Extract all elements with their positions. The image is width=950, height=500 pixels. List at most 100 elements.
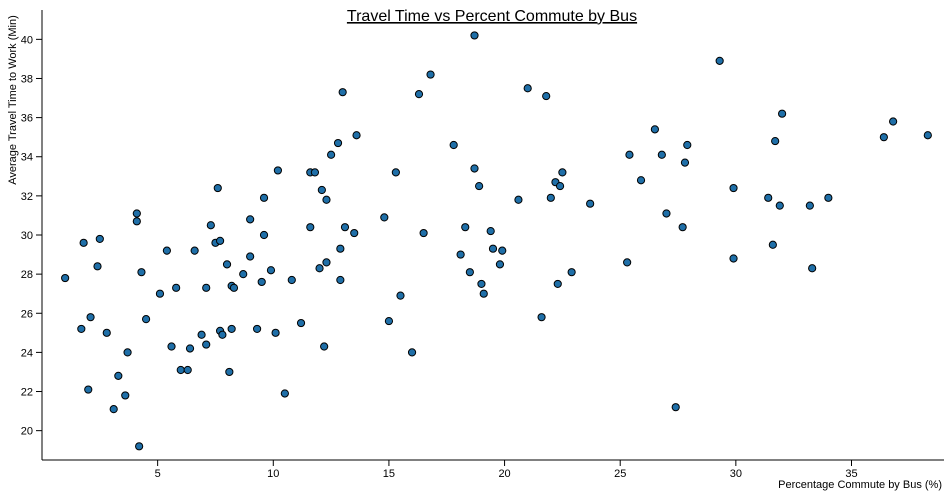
data-point [805,201,814,210]
data-point [479,289,488,298]
data-point [498,246,507,255]
data-point [185,344,195,353]
data-point [102,328,111,337]
data-point [465,268,474,277]
data-point [352,131,361,140]
data-point [553,279,562,289]
x-tick-label: 35 [845,468,857,480]
data-point [729,254,738,263]
data-point [768,240,777,249]
data-point [475,181,484,191]
data-point [327,150,336,159]
data-point [477,279,486,289]
data-point [778,109,787,118]
data-point [729,183,738,193]
axes [41,10,944,461]
data-point [775,201,784,210]
data-point [229,283,239,292]
data-point [172,283,181,292]
data-point [114,371,123,380]
data-point [537,313,546,322]
data-point [296,318,306,328]
data-point [523,84,532,93]
data-point [93,262,102,271]
data-point [879,133,888,142]
data-point [322,195,331,204]
x-tick-label: 30 [730,468,742,480]
data-point [183,365,192,375]
data-point [317,185,326,195]
chart-title: Travel Time vs Percent Commute by Bus [347,8,637,25]
data-point [61,273,70,283]
data-point [567,268,576,277]
data-point [486,226,495,236]
y-tick-label: 22 [21,387,33,399]
data-point [680,158,690,167]
data-point [414,90,424,99]
data-point [384,316,394,326]
data-point [514,195,523,204]
data-point [764,193,773,202]
data-point [109,405,118,414]
x-axis-ticks: 5 10 15 20 25 30 35 [155,460,858,480]
y-tick-label: 32 [21,191,33,203]
data-point [315,264,324,273]
y-axis-title: Average Travel Time to Work (Min) [7,15,19,185]
data-point [273,166,283,175]
data-point [271,328,280,337]
data-point [162,246,171,255]
data-point [546,193,555,202]
data-point [246,215,255,224]
data-point [137,268,146,277]
data-point [213,183,222,193]
data-point [555,181,565,191]
data-point [215,236,225,245]
data-point [333,138,343,148]
data-point [306,223,315,232]
data-point [121,391,130,400]
data-point [206,221,215,230]
y-tick-label: 28 [21,269,33,281]
data-point [266,266,276,275]
data-point [218,330,227,339]
y-tick-label: 20 [21,426,33,438]
x-tick-label: 20 [498,468,510,480]
data-point [176,365,185,375]
data-point [257,277,266,287]
data-point [252,324,262,334]
data-point [95,234,104,244]
data-point [636,176,646,185]
data-point [350,228,359,238]
data-point [558,168,567,177]
y-tick-label: 30 [21,230,33,242]
y-axis-ticks: 20 22 24 26 28 30 32 34 36 38 40 [21,34,42,438]
data-point [715,56,724,65]
data-point [320,342,329,351]
data-point [77,324,86,334]
data-point [657,150,666,159]
data-point [495,260,505,269]
data-point [396,291,405,300]
y-tick-label: 26 [21,308,33,320]
data-point [889,117,898,126]
x-tick-label: 5 [155,468,161,480]
data-point [259,193,269,202]
data-point [488,244,498,253]
data-point [167,342,176,351]
data-point [808,264,817,273]
data-point [123,348,132,357]
data-point [923,131,932,140]
data-point [79,238,88,247]
data-point [625,150,634,159]
data-point [456,250,465,259]
data-point [407,348,417,357]
data-points [61,31,932,451]
data-point [336,244,345,253]
data-point [202,340,211,349]
data-point [287,275,296,285]
data-point [650,125,659,134]
data-point [662,209,671,218]
data-point [135,442,144,451]
data-point [222,260,232,269]
